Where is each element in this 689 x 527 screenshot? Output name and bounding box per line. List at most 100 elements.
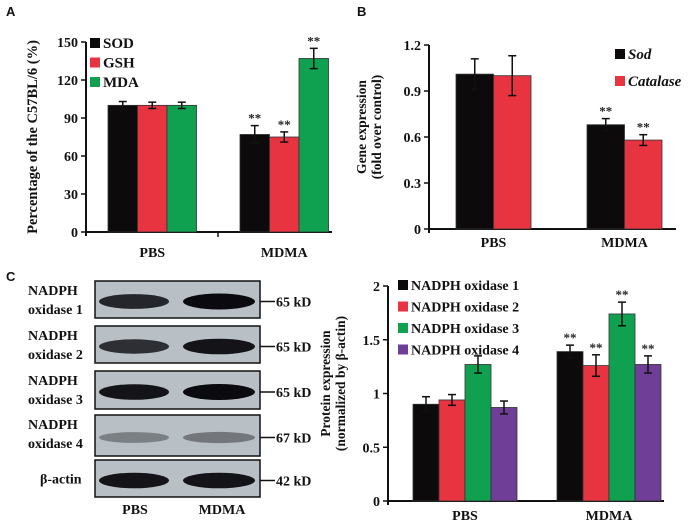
- blot-row: NADPH oxidase 1 65 kD: [28, 280, 311, 319]
- x-category-label: MDMA: [601, 236, 649, 251]
- blot-band-pbs: [99, 384, 169, 400]
- bar-mda-pbs: [166, 104, 197, 233]
- blot-band-pbs: [99, 472, 169, 489]
- chart-c-protein-expression: 0 0.5 1 1.5 2 Protein expression (normalized b…: [318, 279, 664, 524]
- blot-band-pbs: [99, 294, 169, 309]
- y-axis-label: Protein expression: [318, 330, 333, 437]
- y-tick-label: 0: [373, 495, 380, 510]
- y-tick-label: 0.5: [363, 441, 381, 456]
- size-marker-label: 42 kD: [276, 475, 311, 490]
- bar-nadph-oxidase-3-mdma: [608, 313, 636, 502]
- panel-label-c: C: [6, 269, 16, 284]
- y-tick-label: 1.5: [363, 334, 381, 349]
- bar-catalase-pbs: [493, 75, 532, 230]
- blot-row-label: NADPH: [28, 329, 78, 344]
- y-tick-label: 60: [64, 150, 78, 165]
- significance-marker: **: [278, 117, 291, 132]
- blot-membrane: [94, 414, 261, 457]
- significance-marker: **: [637, 120, 650, 135]
- significance-marker: **: [248, 111, 261, 126]
- blot-row: NADPH oxidase 4 67 kD: [28, 414, 311, 457]
- legend-label: NADPH oxidase 2: [411, 301, 519, 316]
- legend-label: Sod: [628, 47, 652, 63]
- blot-band-mdma: [183, 431, 255, 444]
- blot-row-label: NADPH: [28, 284, 78, 299]
- y-tick-label: 0: [414, 223, 421, 238]
- blot-row-label: β-actin: [40, 473, 82, 488]
- y-axis-label: Percentage of the C57BL/6 (%): [25, 40, 41, 234]
- chart-a-oxidative-markers: 0 30 60 90 120 150 Percentage of the C57BL/6 (…: [25, 33, 332, 261]
- blot-row-label: NADPH: [28, 374, 78, 389]
- legend-swatch: [398, 323, 408, 333]
- size-marker-label: 65 kD: [276, 386, 311, 401]
- bar-sod-pbs: [107, 104, 138, 233]
- y-tick-label: 30: [64, 188, 78, 203]
- legend-swatch: [615, 76, 625, 86]
- blot-band-mdma: [183, 472, 255, 489]
- blot-row: β-actin 42 kD: [40, 459, 311, 498]
- x-category-label: MDMA: [261, 246, 309, 261]
- y-tick-label: 120: [57, 74, 78, 89]
- blot-row-label: oxidase 3: [28, 393, 83, 408]
- blot-band-mdma: [183, 293, 255, 310]
- bar-sod-pbs: [455, 73, 494, 230]
- significance-marker: **: [642, 341, 655, 356]
- y-tick-label: 150: [57, 36, 78, 51]
- bar-nadph-oxidase-2-mdma: [582, 365, 610, 502]
- blot-lane-label: PBS: [122, 503, 148, 518]
- blot-row-label: oxidase 2: [28, 348, 83, 363]
- legend-label: SOD: [103, 36, 134, 52]
- legend-swatch: [90, 38, 100, 48]
- bar-nadph-oxidase-2-pbs: [438, 399, 466, 502]
- y-axis-label: (normalized by β-actin): [333, 316, 348, 451]
- y-tick-label: 0: [71, 226, 78, 241]
- y-tick-label: 0.6: [404, 131, 422, 146]
- y-tick-label: 90: [64, 112, 78, 127]
- x-category-label: MDMA: [586, 509, 634, 524]
- significance-marker: **: [590, 340, 603, 355]
- panel-label-b: B: [357, 4, 366, 19]
- blot-row-label: oxidase 1: [28, 303, 83, 318]
- bar-nadph-oxidase-4-pbs: [490, 407, 518, 502]
- blot-band-mdma: [183, 338, 255, 355]
- bar-sod-mdma: [586, 124, 625, 230]
- legend-label: Catalase: [628, 74, 682, 90]
- y-axis-label: (fold over control): [369, 75, 384, 179]
- legend-swatch: [90, 77, 100, 87]
- blot-band-mdma: [183, 384, 255, 400]
- blot-row-label: NADPH: [28, 418, 78, 433]
- blot-band-pbs: [99, 339, 169, 354]
- blot-band-pbs: [99, 432, 169, 443]
- bar-nadph-oxidase-4-mdma: [634, 364, 662, 502]
- legend-swatch: [90, 57, 100, 68]
- significance-marker: **: [307, 33, 320, 48]
- significance-marker: **: [599, 104, 612, 119]
- bar-mda-mdma: [298, 58, 329, 233]
- bar-gsh-pbs: [137, 104, 168, 233]
- significance-marker: **: [564, 330, 577, 345]
- size-marker-label: 65 kD: [276, 341, 311, 356]
- size-marker-label: 67 kD: [276, 432, 311, 447]
- bar-nadph-oxidase-1-mdma: [556, 351, 584, 502]
- blot-row: NADPH oxidase 2 65 kD: [28, 325, 311, 364]
- significance-marker: **: [616, 287, 629, 302]
- size-marker-label: 65 kD: [276, 296, 311, 311]
- bar-sod-mdma: [239, 134, 270, 233]
- y-tick-label: 1.2: [404, 39, 422, 54]
- y-tick-label: 0.9: [404, 85, 422, 100]
- blot-row: NADPH oxidase 3 65 kD: [28, 370, 311, 410]
- legend-label: GSH: [103, 56, 135, 72]
- legend-label: MDA: [103, 75, 139, 91]
- legend-label: NADPH oxidase 3: [411, 322, 519, 337]
- legend-swatch: [398, 280, 408, 290]
- bar-nadph-oxidase-1-pbs: [412, 403, 440, 502]
- legend-swatch: [398, 344, 408, 355]
- x-category-label: PBS: [452, 509, 478, 524]
- y-tick-label: 2: [373, 280, 380, 295]
- y-axis-label: Gene expression: [354, 80, 369, 174]
- bar-nadph-oxidase-3-pbs: [464, 364, 492, 502]
- blot-lane-label: MDMA: [199, 503, 247, 518]
- panel-label-a: A: [6, 4, 16, 19]
